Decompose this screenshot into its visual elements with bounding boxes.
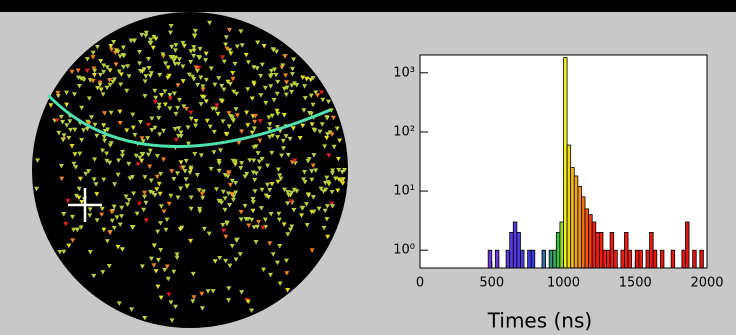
histogram-bar	[542, 250, 546, 268]
histogram-bar	[571, 168, 575, 268]
histogram-bar	[517, 232, 521, 268]
histogram-bar	[596, 232, 600, 268]
y-tick-label: 10¹	[393, 184, 415, 199]
histogram-bar	[488, 250, 492, 268]
histogram-bar	[585, 209, 589, 268]
page: {"chart_data": {"type": "histogram", "x_…	[0, 0, 736, 335]
x-tick-label: 1000	[547, 276, 580, 291]
histogram-bar	[635, 250, 639, 268]
histogram-bar	[564, 58, 568, 268]
histogram-bar	[621, 250, 625, 268]
y-tick-label: 10²	[393, 124, 415, 139]
histogram-bar	[553, 250, 557, 268]
histogram-bar	[495, 250, 499, 268]
x-axis-title: Times (ns)	[487, 309, 592, 333]
histogram-bar	[560, 222, 564, 268]
histogram-bar	[603, 250, 607, 268]
histogram-bar	[581, 197, 585, 268]
chart: Times (ns) 0 500 1000 1500 2000 10⁰ 10¹ 10² 10³	[0, 0, 736, 335]
histogram-bar	[510, 232, 514, 268]
histogram-bar	[671, 250, 675, 268]
x-tick-label: 500	[479, 276, 504, 291]
histogram-bar	[682, 250, 686, 268]
histogram-bar	[531, 250, 535, 268]
y-tick-label: 10³	[393, 65, 415, 80]
top-strip	[0, 0, 736, 12]
histogram-bar	[607, 250, 611, 268]
histogram-bar	[556, 232, 560, 268]
histogram-bar	[610, 232, 614, 268]
histogram-bar	[700, 250, 704, 268]
histogram-bar	[574, 176, 578, 268]
histogram-bar	[513, 222, 517, 268]
histogram-bar	[528, 250, 532, 268]
histogram-bar	[639, 250, 643, 268]
y-tick-label: 10⁰	[393, 243, 415, 258]
histogram-bar	[567, 145, 571, 268]
histogram-bar	[628, 250, 632, 268]
histogram-bar	[653, 250, 657, 268]
x-tick-label: 2000	[690, 276, 723, 291]
histogram-bar	[685, 222, 689, 268]
histogram-bar	[646, 250, 650, 268]
histogram-bar	[599, 232, 603, 268]
event-display	[32, 12, 348, 328]
histogram-bar	[660, 250, 664, 268]
x-tick-label: 0	[416, 276, 424, 291]
x-tick-label: 1500	[619, 276, 652, 291]
histogram-bar	[520, 250, 524, 268]
histogram-bar	[624, 232, 628, 268]
histogram-bar	[578, 186, 582, 268]
histogram-bar	[589, 215, 593, 268]
histogram-bar	[650, 232, 654, 268]
histogram-bar	[506, 250, 510, 268]
histogram-bar	[592, 222, 596, 268]
histogram-bar	[549, 250, 553, 268]
histogram-bar	[693, 250, 697, 268]
histogram-bar	[614, 250, 618, 268]
